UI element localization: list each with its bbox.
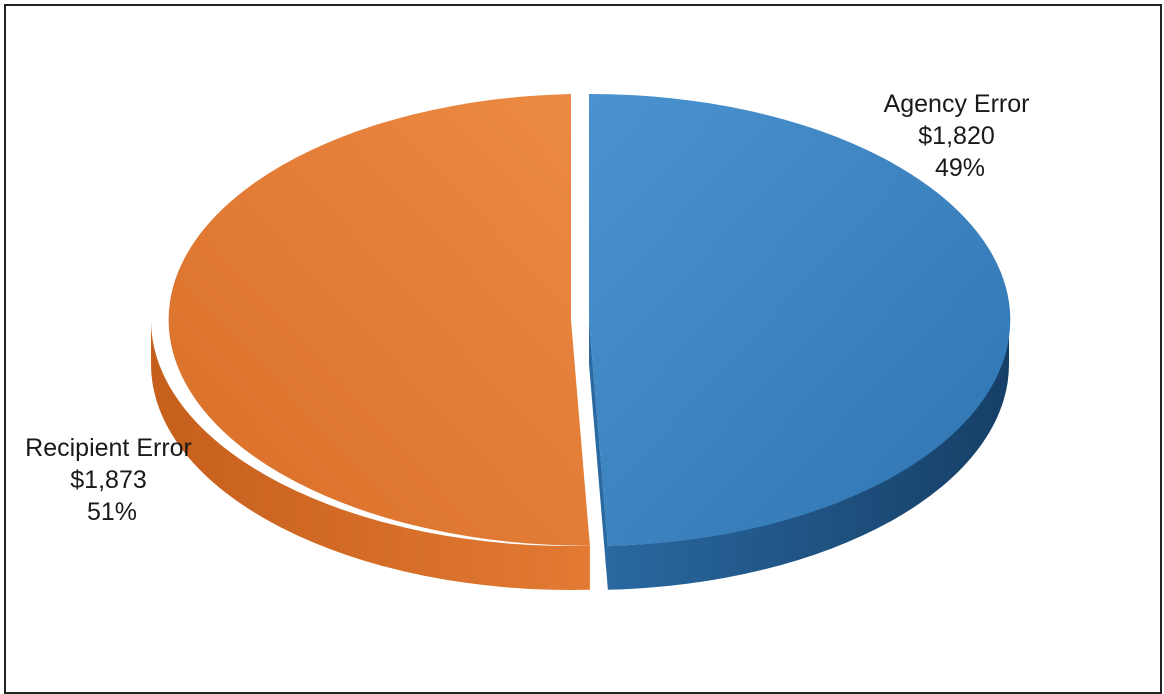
slice-recipient-error [168, 94, 590, 546]
label-agency-error: Agency Error $1,820 49% [884, 90, 1037, 182]
slice-side-recipient-error [150, 320, 590, 591]
label-agency-name: Agency Error [884, 90, 1030, 118]
slice-agency-error [589, 93, 1011, 546]
label-recipient-error: Recipient Error $1,873 51% [25, 434, 199, 526]
label-recipient-percent: 51% [87, 498, 137, 526]
label-agency-percent: 49% [935, 154, 985, 182]
label-agency-value: $1,820 [918, 122, 994, 150]
label-recipient-value: $1,873 [70, 466, 146, 494]
slice-side-agency-error [589, 320, 1010, 590]
label-recipient-name: Recipient Error [25, 434, 192, 462]
